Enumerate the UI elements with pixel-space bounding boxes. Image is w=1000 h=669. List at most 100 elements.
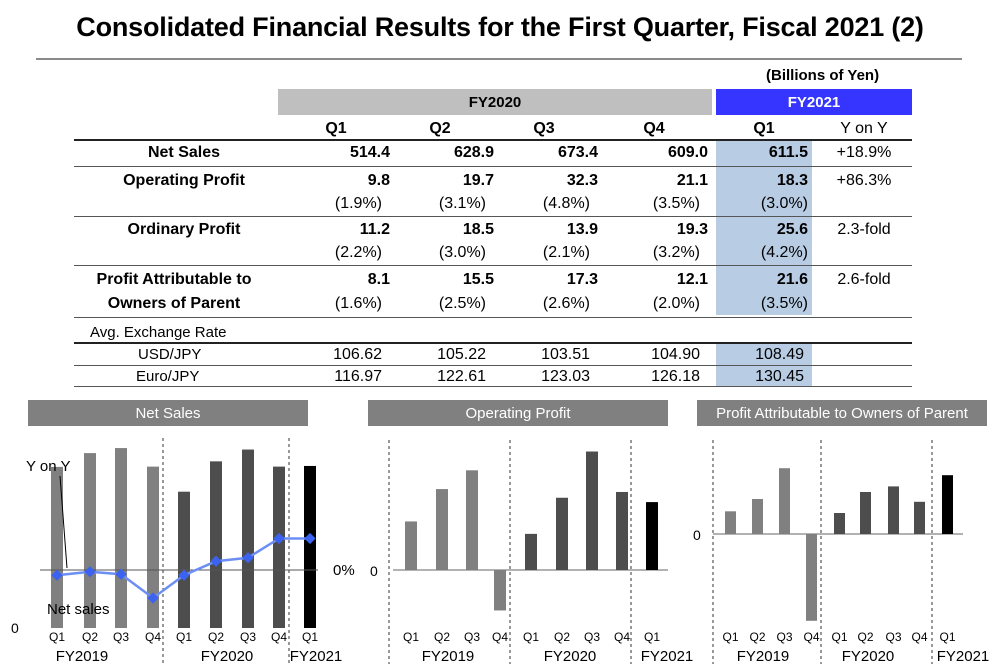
- quarter-label: Q4: [271, 630, 287, 644]
- quarter-label: Q4: [145, 630, 161, 644]
- op-profit-pct-fy21: (3.0%): [760, 195, 808, 212]
- op-profit-pct-q2: (3.1%): [438, 195, 486, 212]
- yoy-marker: [147, 592, 159, 604]
- op-profit-zero-label: 0: [370, 563, 378, 579]
- profit-attr-q3: 17.3: [566, 271, 598, 288]
- quarter-label: Q4: [803, 630, 819, 644]
- bar-5: [834, 513, 845, 534]
- fiscal-year-label: FY2021: [641, 648, 694, 665]
- rate-rule: [74, 386, 912, 387]
- ord-profit-pct-q3: (2.1%): [542, 244, 590, 261]
- bar-6: [556, 497, 568, 570]
- profit-attr-pct-fy21: (3.5%): [760, 295, 808, 312]
- row-label-operating-profit: Operating Profit: [123, 172, 245, 189]
- bar-8: [616, 491, 628, 570]
- row-rule: [74, 166, 912, 167]
- bar-4: [147, 466, 159, 628]
- bar-1: [405, 521, 417, 570]
- row-rule: [74, 317, 912, 318]
- ord-profit-pct-q2: (3.0%): [438, 244, 486, 261]
- quarter-label: Q1: [523, 630, 539, 644]
- bar-3: [779, 468, 790, 534]
- fiscal-year-label: FY2021: [937, 648, 990, 665]
- col-header-fy21-q1: Q1: [753, 120, 775, 137]
- ord-profit-pct-fy21: (4.2%): [760, 244, 808, 261]
- op-profit-fy21: 18.3: [776, 172, 808, 189]
- bar-6: [860, 492, 871, 534]
- ord-profit-pct-q1: (2.2%): [334, 244, 382, 261]
- net-sales-q1: 514.4: [349, 144, 390, 161]
- row-label-ordinary-profit: Ordinary Profit: [127, 221, 241, 238]
- net-sales-annotation: Net sales: [47, 601, 110, 618]
- net-sales-q3: 673.4: [557, 144, 598, 161]
- bar-2: [84, 453, 96, 628]
- yoy-marker: [242, 552, 254, 564]
- net-sales-zero-label: 0: [11, 620, 19, 636]
- bar-7: [586, 451, 598, 570]
- op-profit-q3: 32.3: [566, 172, 598, 189]
- rate-rule: [74, 365, 912, 366]
- op-profit-pct-q4: (3.5%): [652, 195, 700, 212]
- yoy-marker: [210, 555, 222, 567]
- fiscal-year-label: FY2020: [544, 648, 597, 665]
- yoy-marker: [304, 532, 316, 545]
- row-label-profit-attributable: Profit Attributable to: [96, 271, 252, 288]
- quarter-label: Q2: [208, 630, 224, 644]
- header-rule: [278, 139, 912, 141]
- bar-2: [436, 489, 448, 570]
- quarter-label: Q3: [113, 630, 129, 644]
- quarter-label: Q3: [885, 630, 901, 644]
- profit-attr-pct-q4: (2.0%): [652, 295, 700, 312]
- yoy-marker: [51, 569, 63, 581]
- yoy-zero-label: 0%: [333, 562, 355, 579]
- profit-attr-pct-q2: (2.5%): [438, 295, 486, 312]
- yoy-marker: [273, 532, 285, 545]
- fy2021-highlight-rates: [716, 343, 812, 386]
- chart-header-net-sales: Net Sales: [28, 400, 308, 426]
- euro-q4: 126.18: [651, 368, 700, 385]
- chart-header-profit-attributable: Profit Attributable to Owners of Parent: [697, 400, 987, 426]
- bar-1: [725, 511, 736, 534]
- quarter-label: Q3: [584, 630, 600, 644]
- fiscal-year-label: FY2019: [56, 648, 109, 665]
- quarter-label: Q3: [240, 630, 256, 644]
- row-rule: [74, 216, 912, 217]
- ord-profit-q1: 11.2: [359, 221, 390, 238]
- row-label-net-sales: Net Sales: [147, 144, 221, 161]
- yoy-marker: [178, 569, 190, 581]
- quarter-label: Q3: [776, 630, 792, 644]
- euro-q2: 122.61: [437, 368, 486, 385]
- quarter-label: Q2: [857, 630, 873, 644]
- net-sales-q2: 628.9: [453, 144, 494, 161]
- profit-attr-pct-q1: (1.6%): [334, 295, 382, 312]
- fiscal-year-label: FY2019: [737, 648, 790, 665]
- ord-profit-pct-q4: (3.2%): [652, 244, 700, 261]
- quarter-label: Q1: [939, 630, 955, 644]
- euro-q1: 116.97: [334, 368, 382, 385]
- fiscal-year-label: FY2021: [290, 648, 343, 665]
- bar-6: [210, 461, 222, 628]
- net-sales-q4: 609.0: [667, 144, 708, 161]
- chart-header-operating-profit: Operating Profit: [368, 400, 668, 426]
- profit-attr-fy21: 21.6: [776, 271, 808, 288]
- row-rule: [74, 265, 912, 266]
- quarter-label: Q2: [82, 630, 98, 644]
- profit-attr-q1: 8.1: [367, 271, 390, 288]
- quarter-label: Q2: [434, 630, 450, 644]
- op-profit-q1: 9.8: [367, 172, 390, 189]
- ord-profit-q3: 13.9: [566, 221, 598, 238]
- yoy-annotation-pointer: [59, 475, 68, 569]
- profit-attr-zero-label: 0: [693, 527, 701, 543]
- bar-9: [942, 475, 953, 534]
- quarter-label: Q4: [911, 630, 927, 644]
- bar-3: [466, 470, 478, 570]
- fiscal-year-label: FY2019: [422, 648, 475, 665]
- bar-5: [178, 491, 190, 628]
- bar-4: [806, 534, 817, 621]
- header-rule-left: [74, 139, 278, 141]
- usd-q2: 105.22: [437, 346, 486, 363]
- quarter-label: Q4: [614, 630, 630, 644]
- ord-profit-fy21: 25.6: [776, 221, 808, 238]
- ord-profit-yoy: 2.3-fold: [837, 221, 891, 238]
